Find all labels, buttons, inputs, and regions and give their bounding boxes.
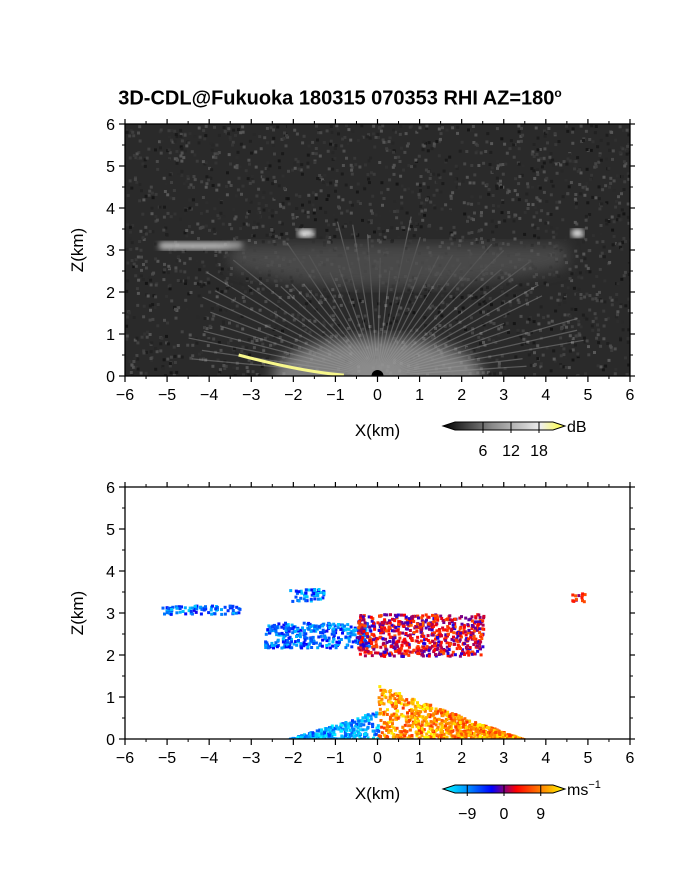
x-tick-label-0: −6 [116,387,134,404]
feature-4 [571,229,584,238]
x-tick-label-8: 2 [457,750,466,767]
y-tick-label-1: 1 [106,327,115,344]
x-tick-label-5: −1 [326,750,344,767]
colorbar-unit: ms−1 [567,779,601,799]
x-tick-label-1: −5 [158,387,176,404]
x-tick-label-3: −3 [242,387,260,404]
y-tick-label-3: 3 [106,606,115,623]
degree-mark: o [554,86,562,100]
x-tick-label-3: −3 [242,750,260,767]
x-tick-label-5: −1 [326,387,344,404]
feature-5 [238,353,344,376]
y-tick-label-0: 0 [106,369,115,386]
colorbar: 6 12 18 dB [441,419,587,460]
x-axis-title: X(km) [355,421,400,440]
chart-title: 3D-CDL@Fukuoka 180315 070353 RHI AZ=180o [0,86,680,111]
colorbar-bar [441,421,567,431]
y-tick-label-2: 2 [106,285,115,302]
y-tick-label-4: 4 [106,564,115,581]
x-tick-label-10: 4 [541,387,550,404]
plot-area [125,124,630,376]
feature-3 [356,613,486,658]
x-tick-label-4: −2 [284,387,302,404]
x-tick-label-11: 5 [583,750,592,767]
feature-3 [297,229,315,238]
x-tick-label-9: 3 [499,387,508,404]
x-tick-label-10: 4 [541,750,550,767]
x-tick-label-2: −4 [200,387,218,404]
colorbar-tick-label-2: 9 [536,806,545,823]
feature-6 [377,685,528,739]
feature-1 [289,588,326,603]
x-tick-label-12: 6 [626,750,635,767]
colorbar-tick-label-1: 12 [502,443,520,460]
lidar-site-marker [371,370,384,376]
y-tick-label-6: 6 [106,480,115,497]
feature-0 [158,241,243,250]
x-tick-label-11: 5 [583,387,592,404]
y-tick-label-2: 2 [106,648,115,665]
x-tick-label-2: −4 [200,750,218,767]
y-tick-label-1: 1 [106,690,115,707]
y-tick-label-6: 6 [106,117,115,134]
x-tick-label-9: 3 [499,750,508,767]
x-tick-label-6: 0 [373,750,382,767]
y-tick-label-3: 3 [106,243,115,260]
y-tick-label-5: 5 [106,522,115,539]
colorbar-unit-exponent: −1 [588,779,601,791]
feature-4 [571,592,587,604]
colorbar-tick-label-0: 6 [479,443,488,460]
x-tick-label-1: −5 [158,750,176,767]
colorbar-tick-label-0: −9 [458,806,476,823]
feature-5 [285,711,381,739]
x-tick-label-12: 6 [626,387,635,404]
feature-2 [272,338,483,376]
y-tick-label-4: 4 [106,201,115,218]
colorbar-tick-label-2: 18 [530,443,548,460]
colorbar: −9 0 9 ms−1 [441,779,601,823]
x-axis-title: X(km) [355,784,400,803]
y-tick-label-0: 0 [106,732,115,749]
y-axis-title: Z(km) [68,591,87,635]
plot-area [161,588,587,739]
x-tick-label-7: 1 [415,750,424,767]
chart-title-text: 3D-CDL@Fukuoka 180315 070353 RHI AZ=180 [118,87,555,110]
x-tick-label-4: −2 [284,750,302,767]
feature-1 [230,243,567,288]
feature-0 [161,604,242,616]
y-axis-title: Z(km) [68,228,87,272]
x-tick-label-7: 1 [415,387,424,404]
x-tick-label-0: −6 [116,750,134,767]
x-tick-label-6: 0 [373,387,382,404]
colorbar-tick-label-1: 0 [500,806,509,823]
feature-2 [264,621,372,650]
y-tick-label-5: 5 [106,159,115,176]
colorbar-unit: dB [567,419,587,436]
velocity-panel: −6 −5 −4 −3 −2 −1 0 1 2 3 4 5 6 0 1 2 3 4 5 6 X(km) Z(km) −9 0 9… [68,480,635,823]
x-tick-label-8: 2 [457,387,466,404]
